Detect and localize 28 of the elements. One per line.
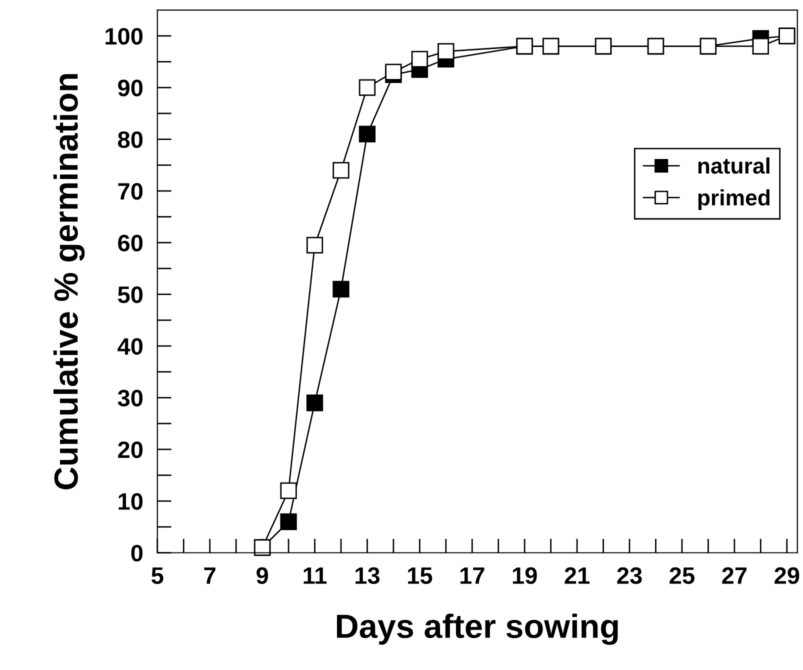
x-tick-label: 15 [408, 568, 432, 584]
y-tick-label: 30 [118, 390, 143, 407]
x-tick-label: 27 [722, 567, 747, 584]
y-tick-label: 90 [118, 80, 143, 96]
y-tick-label: 40 [118, 338, 143, 355]
x-tick-label: 5 [152, 568, 164, 584]
x-tick-label: 17 [460, 568, 484, 584]
y-axis-title: Cumulative % germination [53, 74, 85, 490]
x-tick-label: 19 [512, 567, 537, 584]
y-tick-label: 50 [118, 286, 143, 304]
x-tick-label: 11 [304, 568, 327, 584]
y-tick-label: 80 [118, 131, 143, 148]
x-tick-label: 13 [356, 567, 380, 584]
y-tick-label: 70 [118, 183, 143, 200]
x-tick-label: 7 [204, 568, 216, 584]
x-tick-label: 9 [256, 567, 268, 584]
y-tick-label: 100 [106, 28, 143, 45]
y-tick-label: 10 [118, 493, 143, 510]
x-tick-label: 25 [670, 567, 694, 584]
legend-label: primed [698, 189, 770, 210]
x-axis-title: Days after sowing [336, 614, 618, 645]
x-tick-label: 29 [774, 567, 800, 584]
y-tick-label: 60 [118, 234, 143, 252]
legend-label: natural [698, 157, 770, 174]
x-tick-label: 23 [617, 567, 642, 584]
x-tick-label: 21 [564, 567, 590, 584]
y-tick-label: 20 [118, 441, 143, 458]
y-tick-label: 0 [131, 544, 143, 562]
